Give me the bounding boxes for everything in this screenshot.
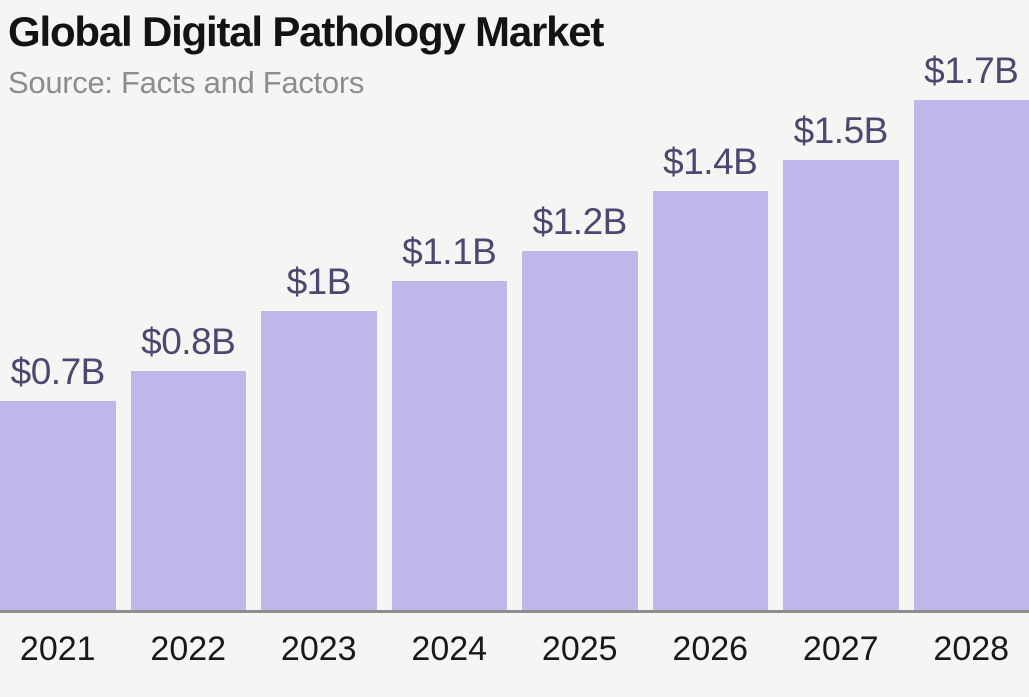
bar-value-label: $1.7B [924,50,1019,91]
bar-column: $1.5B [783,110,899,612]
bar-value-label: $1.2B [532,201,628,242]
bar-value-label: $1B [286,261,352,302]
x-axis-tick-label: 2022 [150,630,227,668]
x-axis-labels: 2021 2022 2023 2024 2025 2026 2027 2028 [0,630,1029,669]
bar-column: $1B [261,261,377,612]
bar-value-label: $1.4B [663,141,758,182]
x-axis-tick-label: 2024 [411,630,488,668]
bar-value-label: $1.5B [793,110,889,151]
bar [0,401,116,612]
bar [652,191,768,612]
bar-value-label: $1.1B [402,231,497,272]
bar-value-label: $0.8B [141,321,236,362]
bar [522,251,638,612]
bar-column: $1.4B [652,141,768,612]
x-axis-line [0,610,1029,613]
x-axis-tick-label: 2027 [802,630,879,668]
bar [913,100,1029,612]
x-axis-tick-label: 2023 [280,630,357,668]
bar-column: $0.7B [0,351,116,612]
x-axis-tick-label: 2025 [541,630,618,668]
bar [783,160,899,612]
x-axis-tick-label: 2021 [19,630,96,668]
chart-source: Source: Facts and Factors [8,65,365,101]
bar-value-label: $0.7B [10,351,106,392]
bar-column: $0.8B [130,321,246,612]
bar-column: $1.2B [522,201,638,612]
x-axis-tick-label: 2028 [933,630,1010,668]
bar-column: $1.7B [913,50,1029,612]
bar [261,311,377,612]
chart-title: Global Digital Pathology Market [8,8,604,55]
bar [130,371,246,612]
bar [391,281,507,612]
bars: $0.7B $0.8B $1B $1.1B $1.2B $1.4B $1.5B $1.7B [0,50,1029,612]
chart-header: Global Digital Pathology Market Source: … [8,8,1021,100]
bar-column: $1.1B [391,231,507,612]
x-axis-tick-label: 2026 [672,630,749,668]
